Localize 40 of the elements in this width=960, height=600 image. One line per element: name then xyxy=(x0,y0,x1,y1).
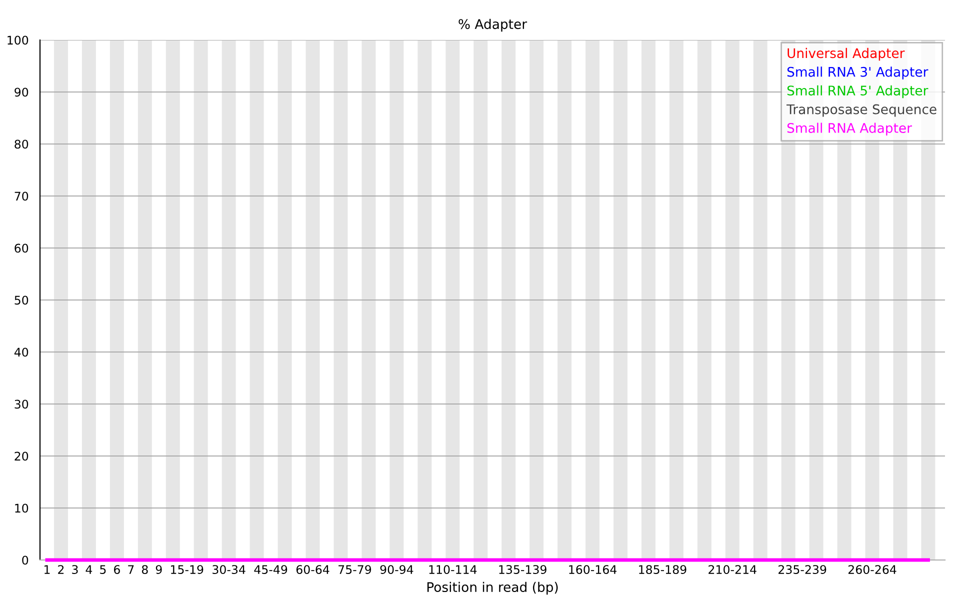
x-tick-label: 3 xyxy=(72,565,78,574)
x-tick-label: 15-19 xyxy=(171,565,204,574)
x-tick-label: 6 xyxy=(114,565,120,574)
y-tick-label: 10 xyxy=(15,504,28,513)
y-tick-label: 70 xyxy=(14,192,28,201)
legend-label: Universal Adapter xyxy=(788,48,905,61)
x-tick-label: 5 xyxy=(100,565,106,574)
x-tick-label: 90-94 xyxy=(380,565,414,574)
legend-label: Small RNA 3' Adapter xyxy=(787,66,928,80)
x-tick-label: 135-139 xyxy=(499,565,546,574)
x-tick-label: 30-34 xyxy=(212,565,246,574)
y-tick-label: 60 xyxy=(14,244,28,253)
y-tick-label: 40 xyxy=(14,348,28,357)
y-tick-label: 90 xyxy=(14,88,28,97)
x-tick-label: 60-64 xyxy=(296,565,330,574)
x-tick-label: 4 xyxy=(86,565,92,574)
x-tick-label: 210-214 xyxy=(708,565,756,574)
x-tick-label: 45-49 xyxy=(254,565,288,574)
x-tick-label: 1 xyxy=(44,565,50,574)
y-tick-label: 50 xyxy=(14,296,28,305)
x-tick-label: 160-164 xyxy=(569,565,617,574)
x-tick-label: 110-114 xyxy=(429,565,477,574)
y-tick-label: 20 xyxy=(14,452,28,461)
x-tick-label: 9 xyxy=(156,565,162,574)
legend-label: Transposase Sequence xyxy=(786,104,936,117)
x-tick-label: 260-264 xyxy=(848,565,896,574)
x-tick-label: 8 xyxy=(142,565,148,574)
x-tick-label: 235-239 xyxy=(778,565,826,574)
y-tick-label: 100 xyxy=(8,36,28,45)
chart-title: % Adapter xyxy=(458,18,528,32)
legend-label: Small RNA 5' Adapter xyxy=(787,85,928,98)
x-tick-label: 2 xyxy=(58,565,64,574)
x-tick-label: 7 xyxy=(128,565,134,574)
y-tick-label: 30 xyxy=(14,400,28,409)
y-tick-label: 0 xyxy=(22,556,28,565)
text: Small RNA Adapter xyxy=(787,122,912,136)
x-tick-label: 75-79 xyxy=(338,565,372,574)
x-tick-label: 185-189 xyxy=(639,565,686,574)
y-tick-label: 80 xyxy=(14,140,28,149)
x-axis-title: Position in read (bp) xyxy=(427,582,558,595)
